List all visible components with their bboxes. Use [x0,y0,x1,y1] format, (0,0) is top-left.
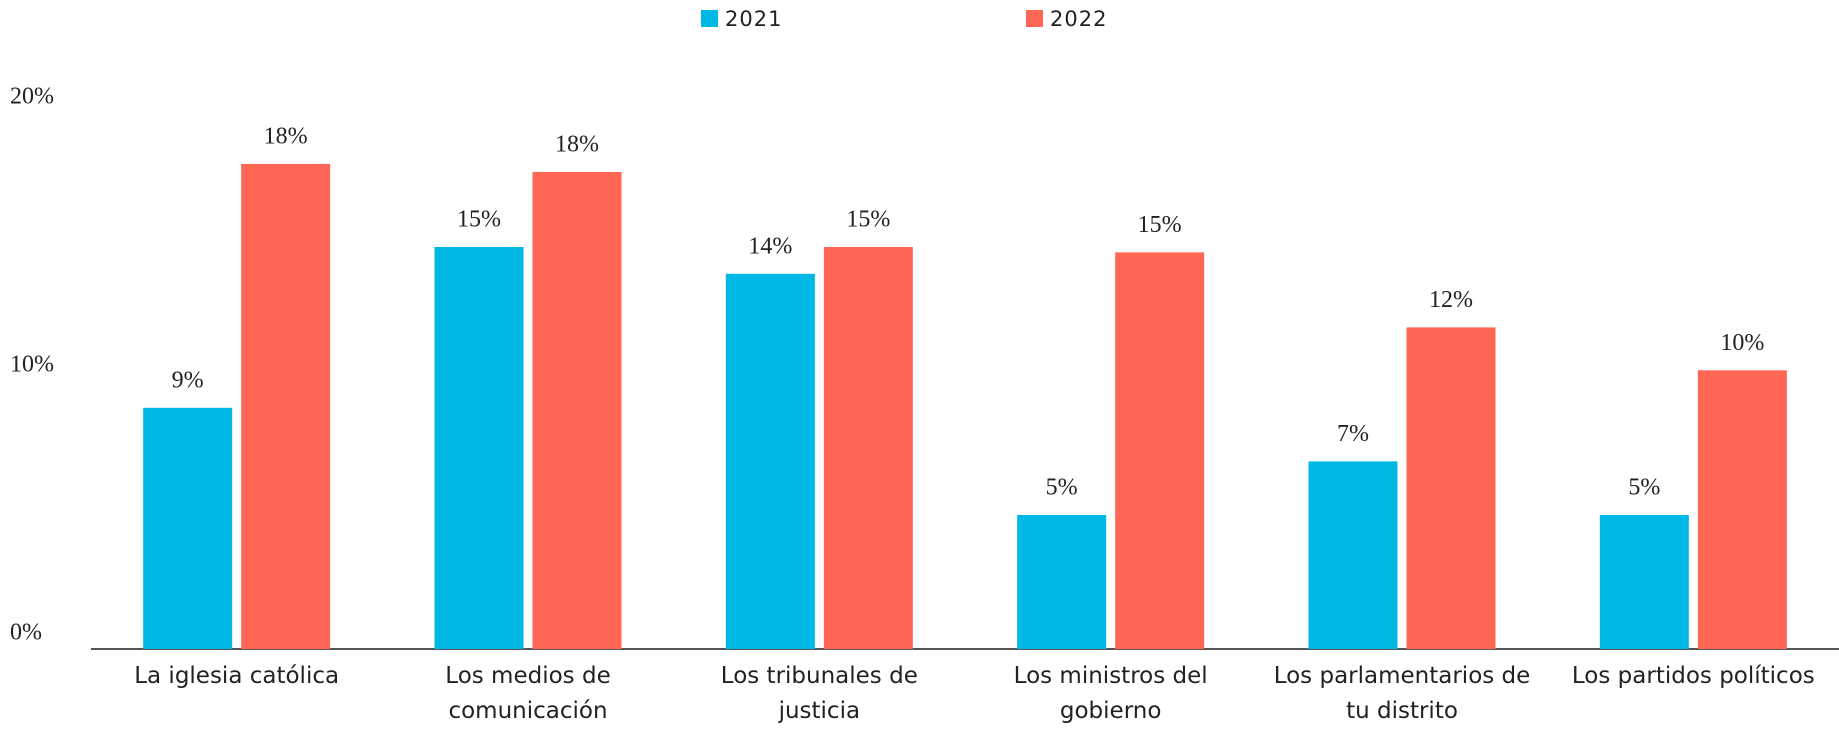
data-label: 10% [1720,330,1764,356]
data-label: 18% [264,123,308,149]
data-label: 5% [1046,475,1078,501]
x-tick-label: Los parlamentarios de tu distrito [1273,663,1531,724]
data-label: 18% [555,131,599,157]
legend-swatch [1026,10,1043,27]
bar [1599,515,1689,649]
legend-label: 2021 [725,7,782,31]
bar [143,407,233,649]
data-label: 14% [748,233,792,259]
data-label: 15% [846,207,890,233]
bar [823,247,913,649]
x-tick-label: Los partidos políticos [1571,663,1815,689]
data-label: 7% [1337,421,1369,447]
legend-swatch [701,10,718,27]
bar [1115,252,1205,650]
bar [1697,370,1787,649]
data-label: 12% [1429,287,1473,313]
bar [532,171,622,649]
y-tick-label: 20% [10,84,54,110]
x-tick-label: Los medios de comunicación [445,663,611,724]
data-label: 15% [1138,212,1182,238]
x-tick-label: Los tribunales de justicia [720,663,918,724]
bar [1406,327,1496,649]
x-tick-label: Los ministros del gobierno [1013,663,1208,724]
data-label: 15% [457,207,501,233]
y-tick-label: 10% [10,352,54,378]
bar [241,163,331,650]
bar [1017,515,1107,649]
bar [725,273,815,649]
legend-label: 2022 [1050,7,1107,31]
x-tick-label: La iglesia católica [134,663,340,689]
bar [1308,461,1398,649]
bar [434,247,524,649]
data-label: 5% [1628,475,1660,501]
data-label: 9% [172,367,204,393]
y-tick-label: 0% [10,620,42,646]
